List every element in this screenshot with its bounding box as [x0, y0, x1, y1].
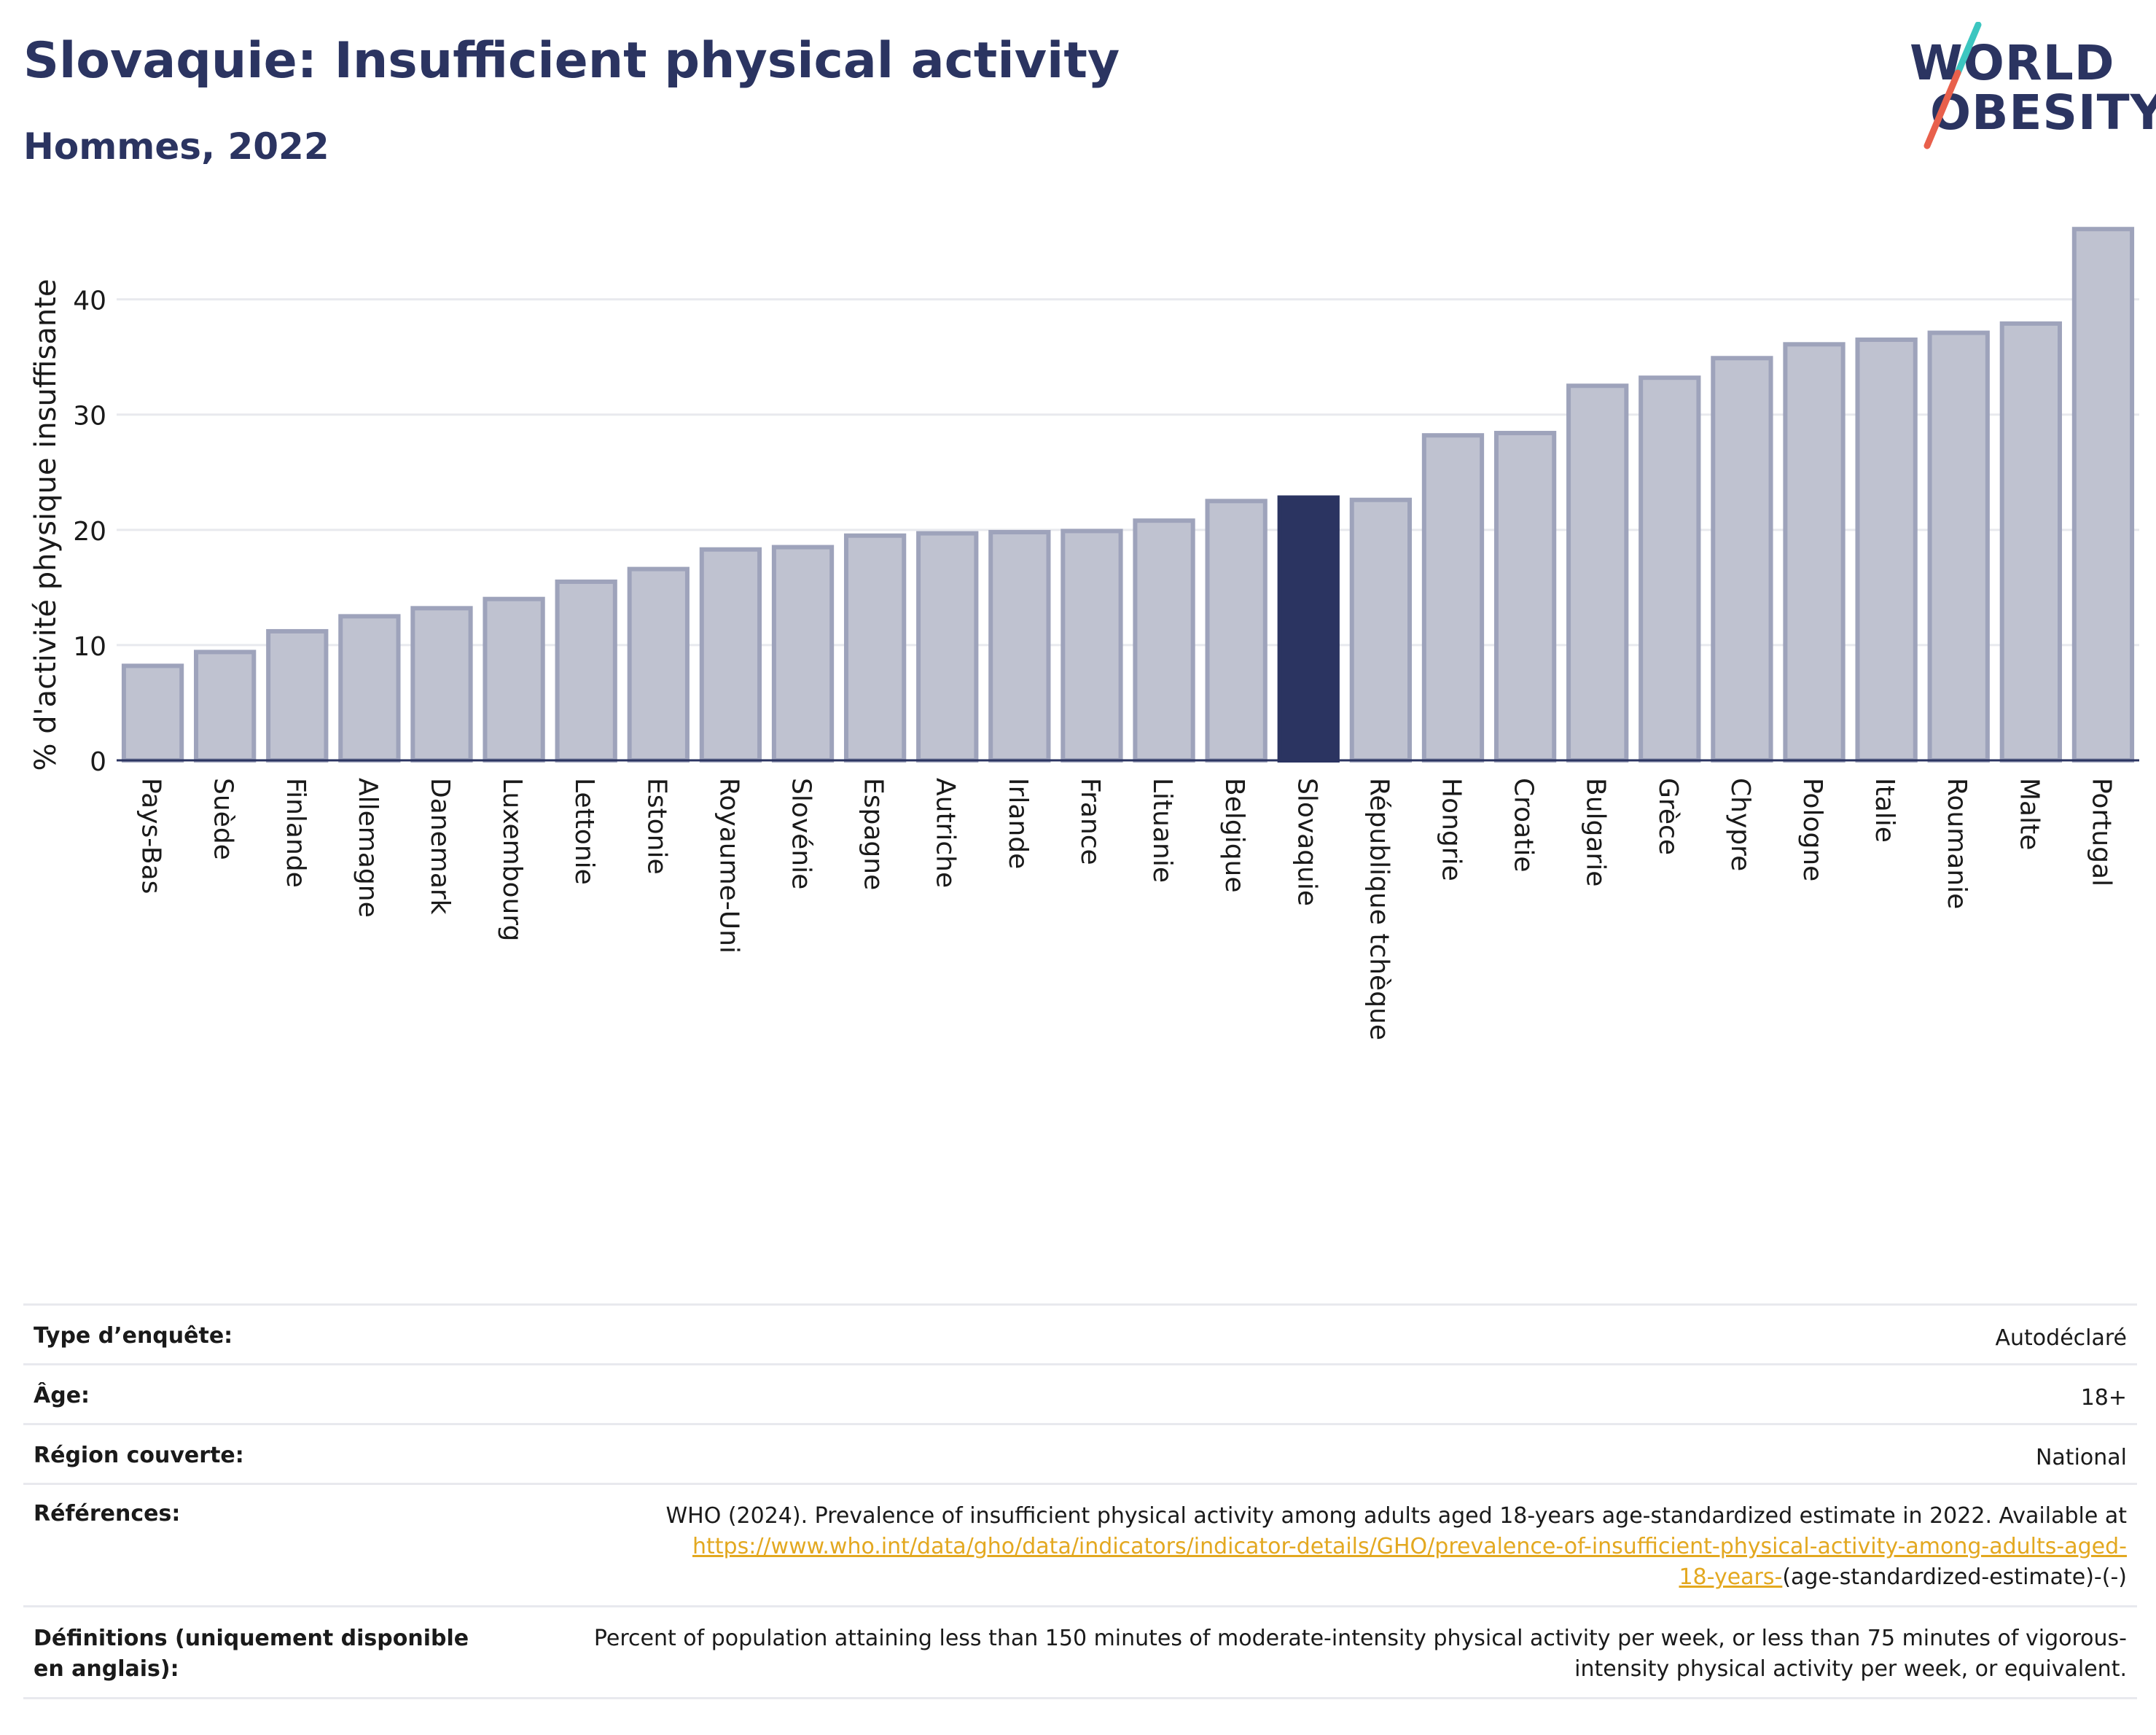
bars — [117, 227, 2139, 763]
chart-title: Slovaquie: Insufficient physical activit… — [23, 32, 1120, 90]
x-tick-label: Luxembourg — [497, 778, 527, 941]
bar — [410, 606, 473, 763]
bar — [771, 545, 835, 763]
bar — [1421, 433, 1485, 763]
x-tick-label: Portugal — [2086, 778, 2116, 886]
y-tick-label: 40 — [73, 286, 106, 316]
x-tick-label: Pologne — [1797, 778, 1827, 881]
info-table: Type d’enquête: Autodéclaré Âge: 18+ Rég… — [23, 1303, 2137, 1699]
y-axis-ticks: 0 10 20 30 40 — [73, 286, 106, 777]
info-label: Âge: — [23, 1363, 490, 1424]
x-tick-label: Malte — [2014, 778, 2044, 850]
info-value: National — [490, 1423, 2137, 1484]
bar — [1639, 375, 1701, 763]
bar — [266, 628, 329, 763]
x-tick-label: Italie — [1870, 778, 1899, 843]
reference-suffix: (age-standardized-estimate)-(-) — [1782, 1564, 2127, 1590]
x-tick-label: Danemark — [425, 778, 455, 915]
x-tick-label: Bulgarie — [1581, 778, 1611, 886]
x-tick-label: Chypre — [1725, 778, 1755, 871]
x-tick-label: Belgique — [1219, 778, 1249, 893]
x-tick-label: Estonie — [641, 778, 671, 875]
info-row-references: Références: WHO (2024). Prevalence of in… — [23, 1483, 2137, 1607]
bar — [1205, 499, 1268, 763]
info-row-survey-type: Type d’enquête: Autodéclaré — [23, 1303, 2137, 1365]
x-tick-label: Suède — [208, 778, 238, 860]
x-tick-label: Irlande — [1003, 778, 1033, 869]
bar — [1783, 342, 1846, 763]
x-tick-label: Autriche — [931, 778, 961, 888]
bar — [1133, 518, 1195, 763]
x-axis-ticks: Pays-Bas Suède Finlande Allemagne Danemark Lu… — [136, 778, 2117, 1040]
x-tick-label: Roumanie — [1942, 778, 1972, 909]
bar — [916, 531, 979, 763]
bar — [843, 533, 907, 763]
bar — [1927, 330, 1990, 763]
x-tick-label: France — [1075, 778, 1105, 865]
bar — [1061, 529, 1123, 763]
bar — [483, 596, 545, 763]
bar — [1493, 431, 1557, 763]
x-tick-label: République tchèque — [1364, 778, 1394, 1040]
chart-subtitle: Hommes, 2022 — [23, 125, 329, 168]
reference-link[interactable]: https://www.who.int/data/gho/data/indica… — [692, 1534, 2127, 1559]
info-value: WHO (2024). Prevalence of insufficient p… — [490, 1483, 2137, 1607]
bar — [121, 663, 184, 763]
info-value: Autodéclaré — [490, 1303, 2137, 1365]
logo-slash-icon — [1923, 22, 1982, 149]
x-tick-label: Croatie — [1509, 778, 1539, 873]
x-tick-label: Finlande — [281, 778, 310, 888]
y-axis-label: % d'activité physique insuffisante — [29, 279, 63, 771]
y-tick-label: 30 — [73, 402, 106, 432]
x-tick-label: Grèce — [1653, 778, 1683, 855]
bar — [1349, 497, 1413, 763]
bar — [627, 566, 690, 763]
x-tick-label: Slovaquie — [1292, 778, 1321, 906]
x-tick-label: Slovénie — [786, 778, 816, 889]
x-tick-label: Espagne — [859, 778, 888, 890]
info-row-definitions: Définitions (uniquement disponible en an… — [23, 1605, 2137, 1699]
info-value: Percent of population attaining less tha… — [490, 1605, 2137, 1699]
bar — [988, 529, 1051, 763]
bar — [699, 547, 762, 763]
world-obesity-logo: WORLD OBESITY — [1895, 22, 2156, 153]
logo-line-obesity: OBESITY — [1930, 85, 2156, 141]
info-row-age: Âge: 18+ — [23, 1363, 2137, 1424]
x-tick-label: Lettonie — [569, 778, 599, 885]
x-tick-label: Allemagne — [353, 778, 383, 918]
y-tick-label: 10 — [73, 632, 106, 662]
info-label: Type d’enquête: — [23, 1303, 490, 1365]
y-tick-label: 0 — [90, 747, 106, 777]
bar — [1999, 321, 2062, 763]
reference-link-continued[interactable]: 18-years- — [1679, 1564, 1783, 1590]
x-tick-label: Lituanie — [1147, 778, 1177, 883]
info-label: Références: — [23, 1483, 490, 1607]
x-tick-label: Royaume-Uni — [714, 778, 743, 954]
bar — [338, 614, 401, 763]
logo-line-world: WORLD — [1910, 35, 2115, 91]
y-tick-label: 20 — [73, 517, 106, 547]
info-value: 18+ — [490, 1363, 2137, 1424]
reference-text: WHO (2024). Prevalence of insufficient p… — [665, 1503, 2127, 1529]
x-tick-label: Hongrie — [1436, 778, 1466, 881]
bar — [2071, 227, 2135, 763]
info-label: Région couverte: — [23, 1423, 490, 1484]
bar — [1566, 383, 1629, 763]
bar — [194, 650, 257, 763]
bar-chart: 0 10 20 30 40 Pays-Bas Suède Finlande Allemagne… — [29, 227, 2139, 1040]
bar — [555, 579, 617, 763]
bar-highlighted — [1277, 495, 1340, 763]
info-row-region: Région couverte: National — [23, 1423, 2137, 1484]
bar — [1711, 356, 1773, 763]
bar — [1855, 337, 1918, 763]
x-tick-label: Pays-Bas — [136, 778, 166, 894]
info-label: Définitions (uniquement disponible en an… — [23, 1605, 490, 1699]
